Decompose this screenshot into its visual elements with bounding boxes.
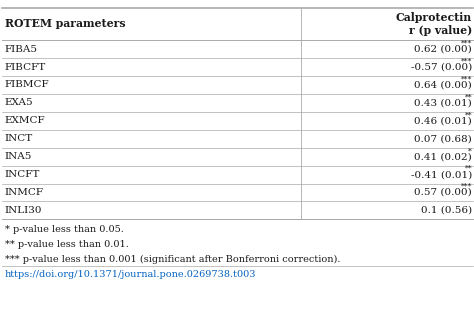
Text: INCFT: INCFT — [5, 170, 40, 179]
Text: 0.57 (0.00): 0.57 (0.00) — [414, 188, 472, 197]
Text: INCT: INCT — [5, 134, 33, 143]
Text: ***: *** — [461, 57, 472, 66]
Text: Calprotectin
r (p value): Calprotectin r (p value) — [396, 12, 472, 36]
Text: 0.07 (0.68): 0.07 (0.68) — [414, 134, 472, 143]
Text: **: ** — [465, 93, 472, 101]
Text: EXA5: EXA5 — [5, 98, 33, 108]
Text: *: * — [468, 147, 472, 155]
Text: INLI30: INLI30 — [5, 206, 42, 215]
Text: 0.41 (0.02): 0.41 (0.02) — [414, 152, 472, 161]
Text: 0.62 (0.00): 0.62 (0.00) — [414, 44, 472, 54]
Text: -0.41 (0.01): -0.41 (0.01) — [411, 170, 472, 179]
Text: ***: *** — [461, 183, 472, 191]
Text: ** p-value less than 0.01.: ** p-value less than 0.01. — [5, 240, 128, 249]
Text: 0.64 (0.00): 0.64 (0.00) — [414, 80, 472, 90]
Text: FIBA5: FIBA5 — [5, 44, 38, 54]
Text: https://doi.org/10.1371/journal.pone.0269738.t003: https://doi.org/10.1371/journal.pone.026… — [5, 270, 256, 279]
Text: -0.57 (0.00): -0.57 (0.00) — [411, 62, 472, 72]
Text: EXMCF: EXMCF — [5, 116, 46, 125]
Text: 0.43 (0.01): 0.43 (0.01) — [414, 98, 472, 108]
Text: ***: *** — [461, 75, 472, 83]
Text: 0.46 (0.01): 0.46 (0.01) — [414, 116, 472, 125]
Text: ***: *** — [461, 40, 472, 48]
Text: 0.1 (0.56): 0.1 (0.56) — [421, 206, 472, 215]
Text: ROTEM parameters: ROTEM parameters — [5, 19, 125, 29]
Text: *** p-value less than 0.001 (significant after Bonferroni correction).: *** p-value less than 0.001 (significant… — [5, 255, 340, 264]
Text: INMCF: INMCF — [5, 188, 44, 197]
Text: FIBCFT: FIBCFT — [5, 62, 46, 72]
Text: **: ** — [465, 111, 472, 119]
Text: FIBMCF: FIBMCF — [5, 80, 49, 90]
Text: INA5: INA5 — [5, 152, 32, 161]
Text: **: ** — [465, 165, 472, 173]
Text: * p-value less than 0.05.: * p-value less than 0.05. — [5, 225, 124, 234]
